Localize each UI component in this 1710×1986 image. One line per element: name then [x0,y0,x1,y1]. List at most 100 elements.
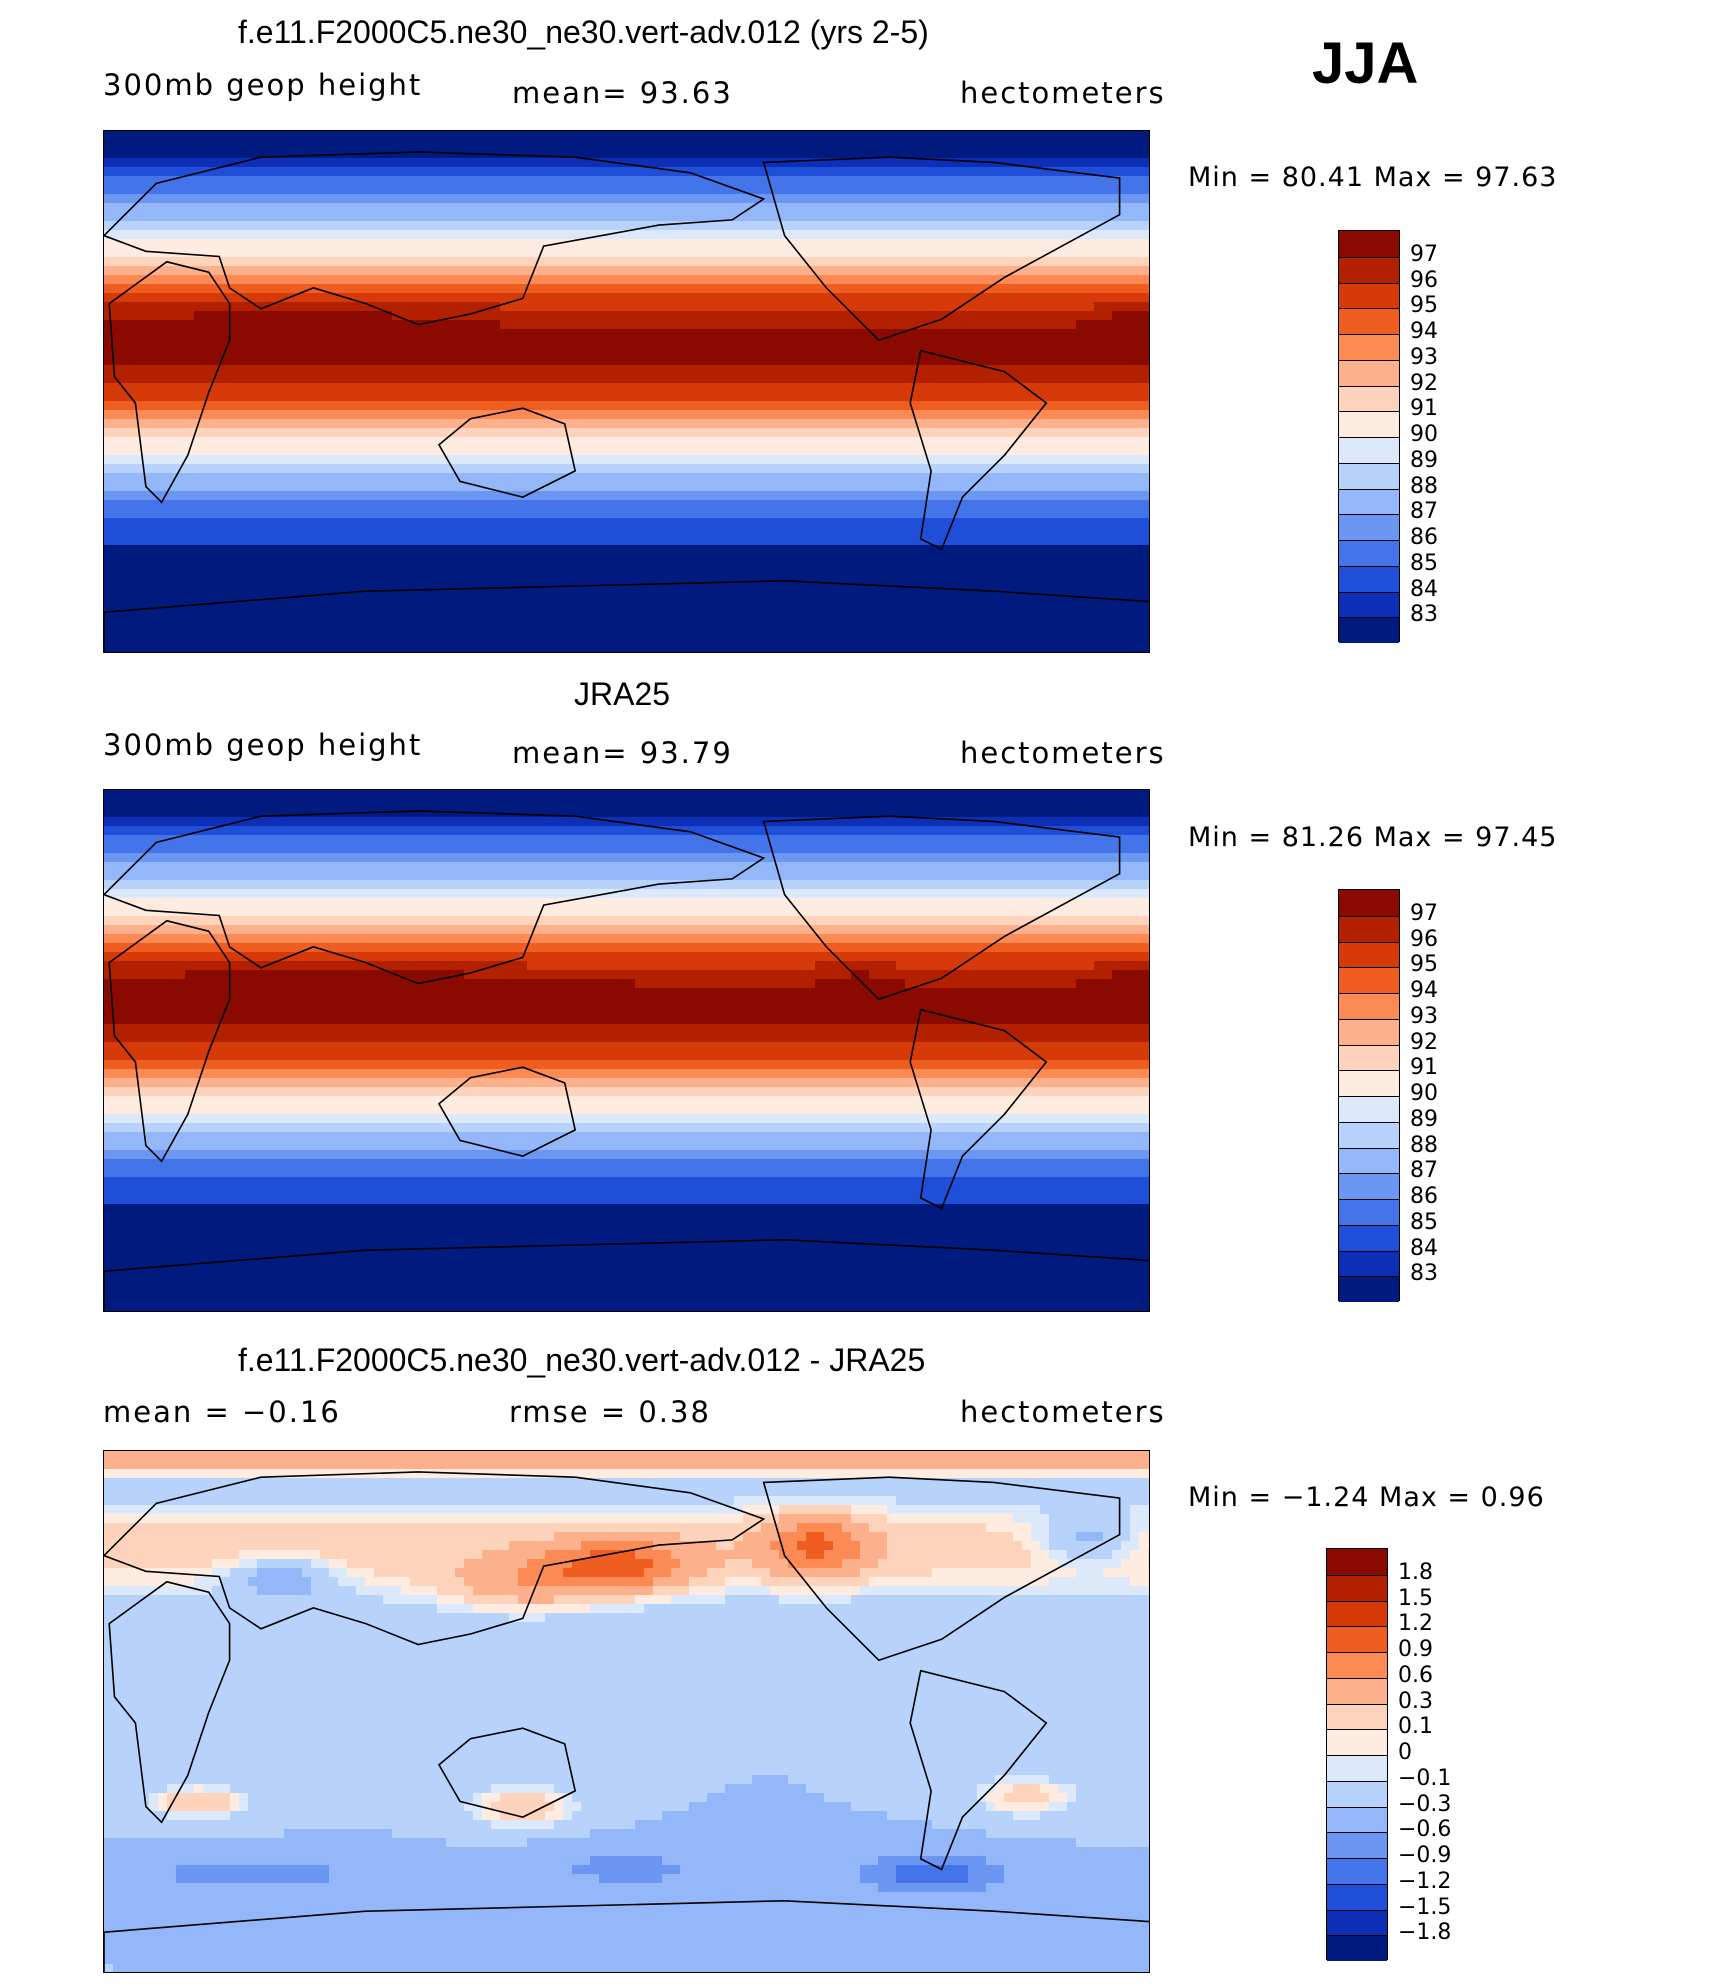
colorbar-box [1339,1147,1399,1174]
colorbar-label: 90 [1410,422,1438,447]
colorbar-box [1339,591,1399,618]
colorbar-box [1339,565,1399,592]
colorbar-box [1339,1224,1399,1251]
map-field [104,790,1149,1311]
colorbar-label: 97 [1410,242,1438,267]
mean-label: mean = −0.16 [103,1395,341,1429]
coastline [762,1476,1121,1662]
colorbar-label: 88 [1410,474,1438,499]
coastline [104,810,766,985]
colorbar-box [1339,890,1399,916]
colorbar-label: 89 [1410,1107,1438,1132]
colorbar-box [1339,385,1399,412]
colorbar-label: 1.5 [1398,1586,1433,1611]
colorbar-label: 86 [1410,1184,1438,1209]
colorbar-box [1327,1832,1387,1858]
colorbar-label: 94 [1410,319,1438,344]
colorbar-box [1327,1780,1387,1807]
colorbar-box [1339,488,1399,515]
colorbar-label: −1.5 [1398,1895,1451,1920]
colorbar-label: 84 [1410,577,1438,602]
colorbar-label: 85 [1410,1210,1438,1235]
colorbar-label: 85 [1410,551,1438,576]
variable-label: 300mb geop height [103,728,422,762]
colorbar-label: 91 [1410,1055,1438,1080]
colorbar-box [1339,1199,1399,1225]
colorbar-label: 83 [1410,1261,1438,1286]
coastline [437,1066,577,1157]
colorbar-box [1327,1652,1387,1678]
colorbar-label: 93 [1410,1004,1438,1029]
colorbar-box [1327,1806,1387,1833]
colorbar-box [1327,1935,1387,1961]
obs-map [103,789,1150,1312]
colorbar-label: 0 [1398,1740,1412,1765]
rmse-label: rmse = 0.38 [509,1395,711,1429]
colorbar-box [1327,1729,1387,1755]
colorbar-box [1339,437,1399,463]
colorbar-label: 95 [1410,293,1438,318]
colorbar-label: −1.2 [1398,1869,1451,1894]
colorbar-box [1339,1044,1399,1071]
colorbar-box [1339,308,1399,334]
colorbar-box [1339,231,1399,257]
model-map [103,130,1150,653]
colorbar [1326,1548,1388,1961]
colorbar-box [1339,967,1399,993]
coastline [108,260,231,504]
min-max-label: Min = −1.24 Max = 0.96 [1188,1482,1545,1513]
colorbar-label: −0.9 [1398,1843,1451,1868]
colorbar-box [1327,1600,1387,1627]
colorbar-label: 0.9 [1398,1637,1433,1662]
colorbar-label: 94 [1410,978,1438,1003]
colorbar-box [1327,1626,1387,1652]
colorbar-label: 97 [1410,901,1438,926]
colorbar-label: −1.8 [1398,1920,1451,1945]
coastline [437,407,577,498]
colorbar-box [1339,1250,1399,1277]
colorbar [1338,230,1400,643]
colorbar-label: 0.6 [1398,1663,1433,1688]
colorbar-label: 96 [1410,927,1438,952]
colorbar-label: −0.3 [1398,1792,1451,1817]
mean-label: mean= 93.79 [512,736,733,770]
colorbar-box [1327,1703,1387,1730]
colorbar-label: 1.2 [1398,1611,1433,1636]
coastline [104,1899,1149,1972]
colorbar-label: 1.8 [1398,1560,1433,1585]
colorbar-box [1327,1574,1387,1601]
coastline [108,1580,231,1824]
map-field [104,131,1149,652]
colorbar-box [1339,282,1399,309]
coastline [104,1238,1149,1311]
colorbar-label: 92 [1410,371,1438,396]
map-field [104,1451,1149,1972]
colorbar-box [1339,514,1399,540]
colorbar-box [1327,1677,1387,1704]
colorbar-label: −0.6 [1398,1817,1451,1842]
colorbar-label: 96 [1410,268,1438,293]
coastline [104,151,766,326]
colorbar-label: 90 [1410,1081,1438,1106]
colorbar-box [1339,256,1399,283]
colorbar-box [1339,1121,1399,1148]
colorbar-label: 87 [1410,499,1438,524]
coastline [108,919,231,1163]
colorbar-box [1339,411,1399,437]
coastline [909,1669,1048,1871]
colorbar-box [1339,1018,1399,1045]
colorbar-label: 91 [1410,396,1438,421]
panel-title-diff: f.e11.F2000C5.ne30_ne30.vert-adv.012 - J… [238,1342,925,1379]
colorbar-label: 0.3 [1398,1689,1433,1714]
coastline [909,349,1048,551]
units-label: hectometers [960,736,1166,770]
colorbar-label: 86 [1410,525,1438,550]
coastline [909,1008,1048,1210]
colorbar-label: 95 [1410,952,1438,977]
coastline [762,815,1121,1001]
colorbar [1338,889,1400,1302]
colorbar-box [1327,1858,1387,1884]
coastline [762,156,1121,342]
colorbar-box [1339,359,1399,386]
coastline [104,579,1149,652]
